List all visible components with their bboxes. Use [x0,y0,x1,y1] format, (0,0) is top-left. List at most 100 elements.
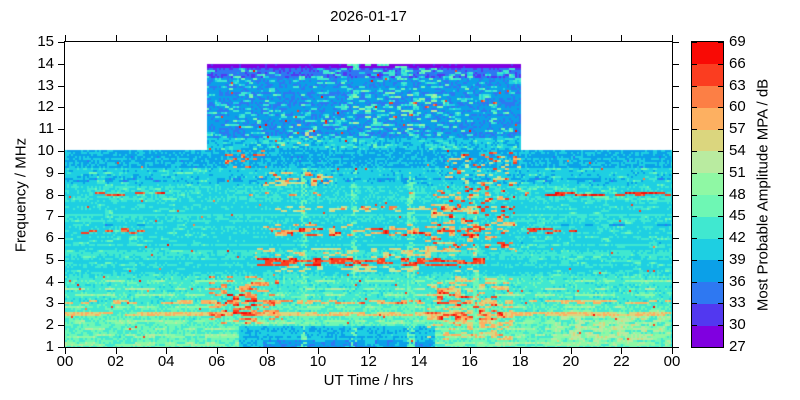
x-tick [520,348,522,354]
y-tick [58,85,64,87]
colorbar-tick-label: 42 [729,229,746,247]
y-tick [58,194,64,196]
y-tick [58,238,64,240]
colorbar-tick-label: 69 [729,33,746,50]
colorbar-tick-label: 51 [729,163,746,181]
x-tick-label: 12 [360,353,377,370]
y-tick-label: 4 [45,272,54,290]
x-tick-label: 08 [258,353,276,370]
colorbar-cell [692,238,723,261]
colorbar-tick-label: 39 [729,250,746,268]
colorbar-cell [692,259,723,283]
y-tick-label: 3 [45,294,54,312]
plot-border [64,41,673,348]
colorbar-tick-label: 36 [729,272,746,290]
y-tick-label: 8 [45,185,54,203]
y-tick [58,216,64,218]
x-tick [267,348,269,354]
y-tick-right [673,281,679,283]
y-tick-label: 10 [37,141,54,159]
colorbar-cell [692,325,723,348]
colorbar-tick-right [718,129,723,131]
colorbar-tick-label: 48 [729,185,746,203]
x-tick-label: 00 [663,353,681,370]
y-tick-right [673,347,679,348]
x-tick [419,348,421,354]
colorbar-tick [692,347,697,348]
colorbar-tick-label: 57 [729,120,746,138]
x-tick [621,348,623,354]
colorbar-cell [692,63,723,87]
heatmap-canvas [65,42,672,347]
y-tick-right [673,85,679,87]
colorbar-tick [692,303,697,305]
colorbar-cell [692,216,723,239]
y-tick-label: 13 [37,76,54,94]
colorbar-tick-right [718,281,723,283]
y-tick-right [673,42,679,43]
colorbar-cell [692,42,723,65]
colorbar-tick-label: 27 [729,338,746,355]
colorbar-tick [692,150,697,152]
y-tick-label: 11 [38,120,54,138]
y-tick-right [673,216,679,218]
x-tick-top [115,35,117,41]
colorbar-tick-right [718,85,723,87]
y-tick [58,347,64,348]
colorbar-cell [692,194,723,217]
y-tick-label: 2 [45,316,54,334]
colorbar-tick-right [718,303,723,305]
x-tick [65,348,66,354]
y-tick-right [673,303,679,305]
colorbar-tick-right [718,42,723,43]
colorbar-tick-right [718,107,723,109]
colorbar-tick [692,63,697,65]
colorbar-cell [692,303,723,326]
colorbar-tick [692,172,697,174]
y-tick-right [673,259,679,261]
x-tick [317,348,319,354]
colorbar-tick [692,107,697,109]
colorbar-tick-right [718,347,723,348]
colorbar-tick [692,216,697,218]
x-tick-top [621,35,623,41]
colorbar-tick-label: 66 [729,54,746,72]
y-tick-right [673,238,679,240]
colorbar-tick-label: 60 [729,98,746,116]
colorbar-tick-right [718,216,723,218]
x-tick-label: 18 [511,353,529,370]
x-tick-label: 14 [410,353,428,370]
x-tick [570,348,572,354]
y-tick [58,303,64,305]
colorbar-tick-label: 45 [729,207,746,225]
x-tick-label: 16 [461,353,478,370]
colorbar-tick-right [718,238,723,240]
colorbar-label-text: Most Probable Amplitude MPA / dB [754,78,772,312]
colorbar-tick-label: 54 [729,141,746,159]
x-tick-label: 20 [562,353,580,370]
y-tick-label: 1 [45,338,54,355]
x-tick [672,348,673,354]
colorbar-cell [692,107,723,130]
x-tick-top [166,35,168,41]
x-tick-top [419,35,421,41]
x-tick-label: 04 [157,353,175,370]
y-tick-right [673,150,679,152]
colorbar-tick-label: 63 [729,76,746,94]
y-tick [58,150,64,152]
y-tick-label: 7 [45,207,54,225]
colorbar-tick-right [718,259,723,261]
x-tick-top [469,35,471,41]
y-tick-right [673,107,679,109]
y-tick-right [673,194,679,196]
y-tick-label: 5 [45,250,54,268]
x-tick-label: 06 [208,353,226,370]
x-tick-label: 00 [56,353,74,370]
colorbar-tick [692,85,697,87]
y-tick-label: 14 [37,54,54,72]
y-tick-label: 6 [45,229,54,247]
y-tick-label: 12 [37,98,54,116]
colorbar-tick [692,259,697,261]
colorbar-tick [692,325,697,327]
